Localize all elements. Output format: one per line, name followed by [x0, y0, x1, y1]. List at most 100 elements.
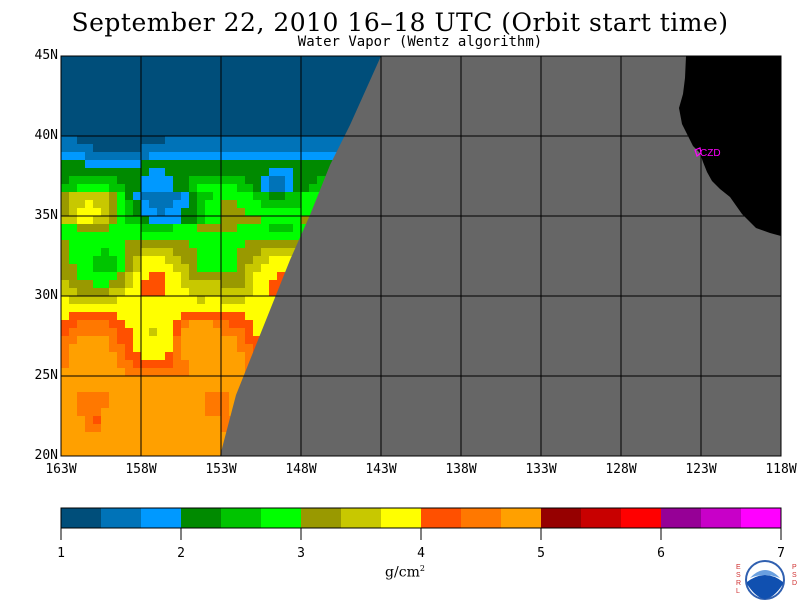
vapor-cell — [133, 296, 141, 304]
vapor-cell — [165, 128, 173, 136]
vapor-cell — [205, 448, 213, 456]
vapor-cell — [173, 280, 181, 288]
vapor-cell — [69, 240, 77, 248]
vapor-cell — [117, 128, 125, 136]
vapor-cell — [101, 304, 109, 312]
vapor-cell — [317, 176, 325, 184]
vapor-cell — [85, 120, 93, 128]
vapor-cell — [245, 176, 253, 184]
vapor-cell — [125, 120, 133, 128]
vapor-cell — [117, 160, 125, 168]
vapor-cell — [141, 400, 149, 408]
vapor-cell — [205, 112, 213, 120]
vapor-cell — [197, 272, 205, 280]
vapor-cell — [325, 160, 333, 168]
vapor-cell — [197, 224, 205, 232]
vapor-cell — [61, 208, 69, 216]
vapor-cell — [69, 344, 77, 352]
vapor-cell — [125, 88, 133, 96]
colorbar-swatch — [61, 508, 101, 528]
vapor-cell — [237, 152, 245, 160]
vapor-cell — [149, 400, 157, 408]
vapor-cell — [213, 288, 221, 296]
vapor-cell — [69, 448, 77, 456]
vapor-cell — [309, 168, 317, 176]
vapor-cell — [141, 280, 149, 288]
vapor-cell — [205, 184, 213, 192]
vapor-cell — [125, 384, 133, 392]
vapor-cell — [181, 112, 189, 120]
vapor-cell — [221, 256, 229, 264]
vapor-cell — [141, 440, 149, 448]
vapor-cell — [85, 328, 93, 336]
vapor-cell — [341, 56, 349, 64]
vapor-cell — [93, 400, 101, 408]
vapor-cell — [165, 352, 173, 360]
vapor-cell — [93, 352, 101, 360]
vapor-cell — [157, 368, 165, 376]
vapor-cell — [261, 232, 269, 240]
vapor-cell — [277, 112, 285, 120]
vapor-cell — [205, 416, 213, 424]
vapor-cell — [85, 224, 93, 232]
vapor-cell — [261, 184, 269, 192]
vapor-cell — [333, 136, 341, 144]
vapor-cell — [149, 264, 157, 272]
vapor-cell — [181, 432, 189, 440]
vapor-cell — [77, 320, 85, 328]
vapor-cell — [157, 288, 165, 296]
vapor-cell — [69, 304, 77, 312]
vapor-cell — [117, 120, 125, 128]
vapor-cell — [117, 216, 125, 224]
vapor-cell — [213, 176, 221, 184]
vapor-cell — [125, 200, 133, 208]
vapor-cell — [205, 152, 213, 160]
vapor-cell — [197, 176, 205, 184]
vapor-cell — [221, 104, 229, 112]
vapor-cell — [229, 72, 237, 80]
vapor-cell — [285, 192, 293, 200]
vapor-cell — [141, 56, 149, 64]
vapor-cell — [237, 184, 245, 192]
vapor-cell — [205, 440, 213, 448]
vapor-cell — [133, 96, 141, 104]
vapor-cell — [237, 64, 245, 72]
vapor-cell — [61, 264, 69, 272]
vapor-cell — [261, 144, 269, 152]
vapor-cell — [93, 96, 101, 104]
vapor-cell — [213, 64, 221, 72]
vapor-cell — [261, 192, 269, 200]
vapor-cell — [77, 96, 85, 104]
vapor-cell — [213, 256, 221, 264]
vapor-cell — [141, 336, 149, 344]
vapor-cell — [133, 208, 141, 216]
vapor-cell — [85, 144, 93, 152]
vapor-cell — [181, 224, 189, 232]
vapor-cell — [293, 160, 301, 168]
vapor-cell — [165, 80, 173, 88]
vapor-cell — [197, 192, 205, 200]
vapor-cell — [101, 240, 109, 248]
vapor-cell — [285, 104, 293, 112]
vapor-cell — [245, 352, 253, 360]
vapor-cell — [301, 88, 309, 96]
vapor-cell — [189, 360, 197, 368]
vapor-cell — [125, 280, 133, 288]
vapor-cell — [85, 104, 93, 112]
vapor-cell — [69, 336, 77, 344]
vapor-cell — [309, 112, 317, 120]
vapor-cell — [77, 400, 85, 408]
vapor-cell — [69, 416, 77, 424]
vapor-cell — [277, 232, 285, 240]
vapor-cell — [189, 112, 197, 120]
vapor-cell — [117, 416, 125, 424]
vapor-cell — [189, 296, 197, 304]
vapor-cell — [93, 344, 101, 352]
vapor-cell — [149, 248, 157, 256]
colorbar-swatch — [301, 508, 341, 528]
vapor-cell — [197, 432, 205, 440]
vapor-cell — [133, 336, 141, 344]
vapor-cell — [125, 432, 133, 440]
vapor-cell — [349, 56, 357, 64]
